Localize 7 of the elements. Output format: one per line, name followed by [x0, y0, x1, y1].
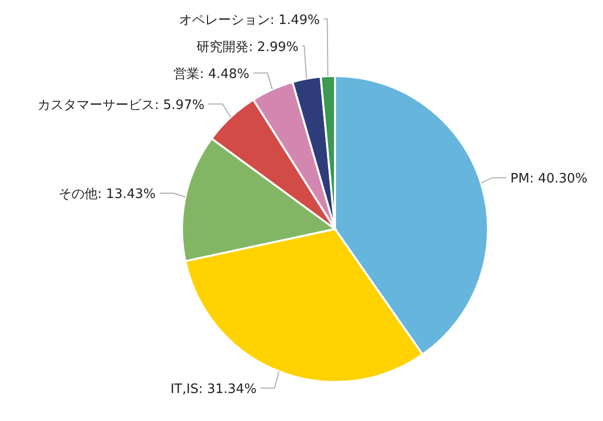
slice-label: IT,IS: 31.34% [170, 382, 257, 398]
slice-label: オペレーション: 1.49% [179, 13, 320, 28]
slice-label: PM: 40.30% [510, 172, 588, 187]
slice-label: 研究開発: 2.99% [196, 40, 298, 56]
slice-label: 営業: 4.48% [174, 67, 250, 82]
slice-label: カスタマーサービス: 5.97% [38, 98, 204, 113]
slice-label: その他: 13.43% [58, 187, 156, 202]
